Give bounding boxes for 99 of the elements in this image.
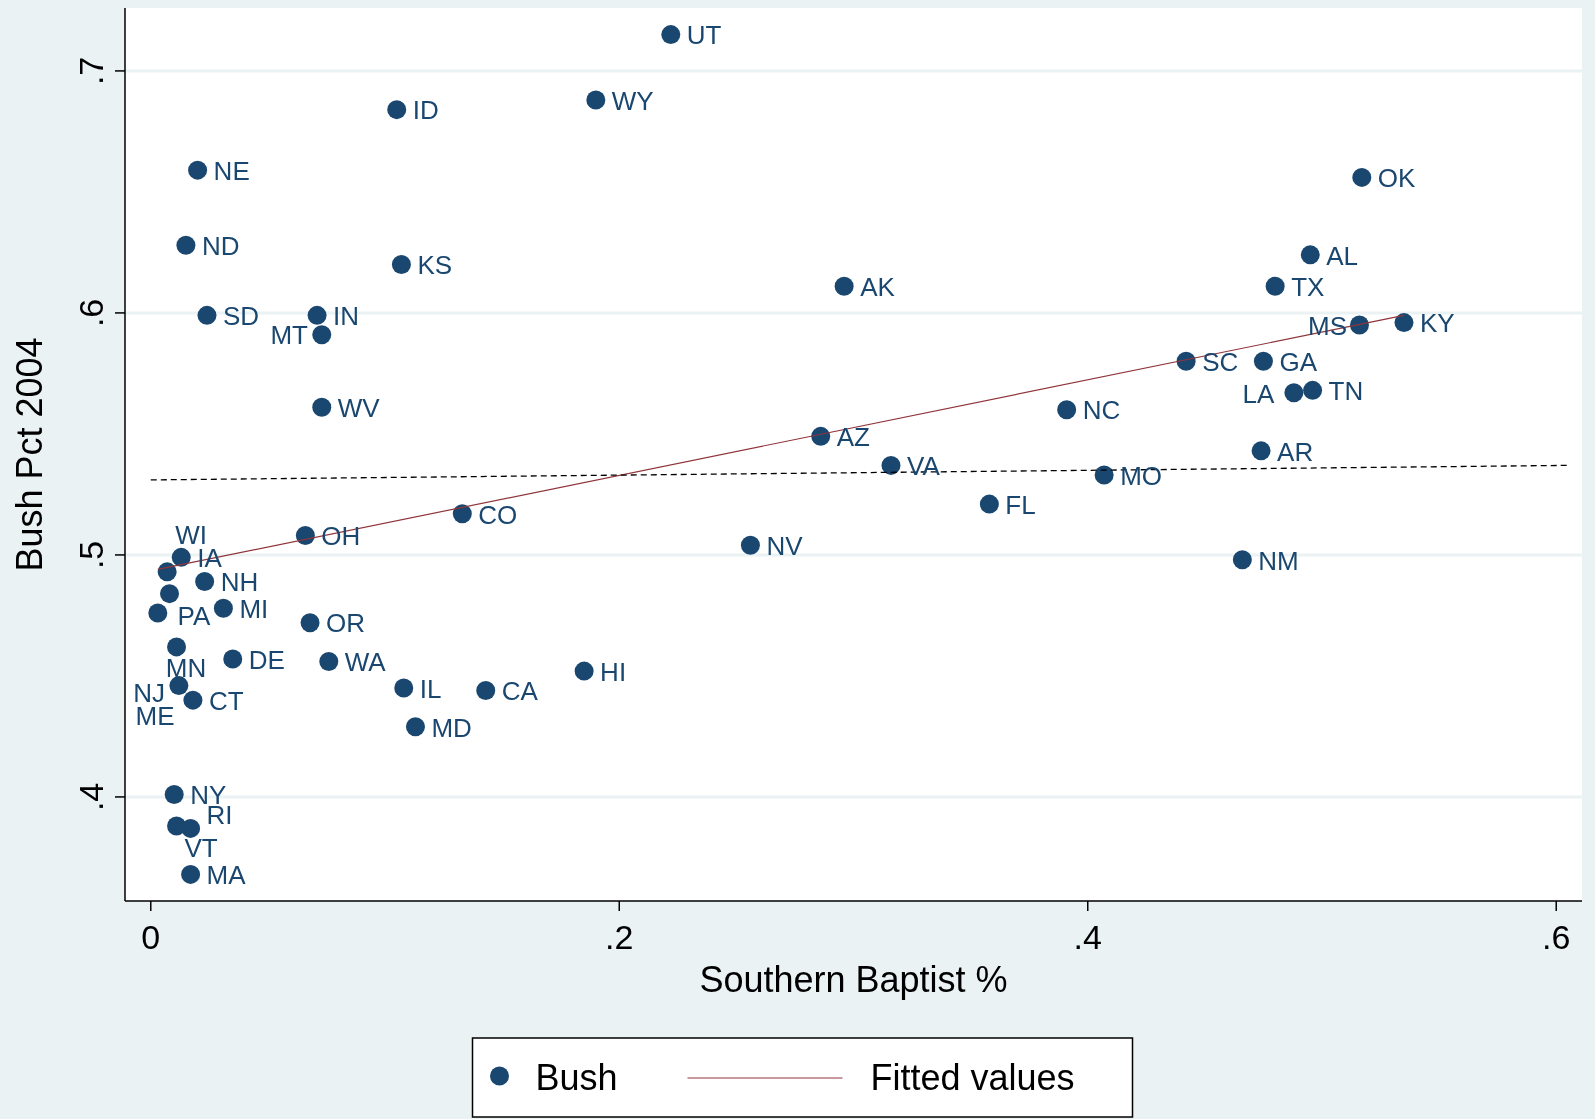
annotation: GA xyxy=(1279,347,1318,378)
x-tick-label: .2 xyxy=(605,918,634,956)
point xyxy=(1352,167,1372,187)
y-tick-label: .5 xyxy=(72,540,110,570)
point xyxy=(164,785,184,805)
y-tick-label: .7 xyxy=(72,56,110,86)
annotation: KY xyxy=(1419,308,1455,339)
annotation: WV xyxy=(337,393,381,424)
point xyxy=(312,397,332,417)
point xyxy=(176,235,196,255)
point xyxy=(188,160,208,180)
point xyxy=(148,603,168,623)
point xyxy=(157,562,177,582)
point xyxy=(394,678,414,698)
point xyxy=(1265,276,1285,296)
point xyxy=(387,100,407,120)
annotation: SC xyxy=(1202,347,1239,378)
point xyxy=(1284,383,1304,403)
annotation: UT xyxy=(686,20,722,51)
annotation: CO xyxy=(478,499,518,530)
legend-label: Bush xyxy=(535,1057,618,1098)
point xyxy=(319,651,339,671)
point xyxy=(1303,380,1323,400)
annotation: MD xyxy=(431,712,472,743)
x-axis-title: Southern Baptist % xyxy=(699,959,1008,1000)
annotation: TN xyxy=(1328,376,1364,407)
point xyxy=(391,255,411,275)
annotation: LA xyxy=(1242,378,1275,409)
annotation: AL xyxy=(1326,240,1359,271)
annotation: NM xyxy=(1258,545,1299,576)
legend-label: Fitted values xyxy=(870,1057,1075,1098)
point xyxy=(307,305,327,325)
annotation: ME xyxy=(135,701,175,732)
annotation: ND xyxy=(201,230,240,261)
annotation: WI xyxy=(175,519,207,550)
point xyxy=(223,649,243,669)
point xyxy=(1094,465,1114,485)
point xyxy=(295,526,315,546)
point xyxy=(183,690,203,710)
annotation: VA xyxy=(906,451,941,482)
point xyxy=(405,717,425,737)
point xyxy=(300,613,320,633)
point xyxy=(881,455,901,475)
x-tick-label: 0 xyxy=(141,918,161,956)
point xyxy=(197,305,217,325)
point xyxy=(586,90,606,110)
annotation: DE xyxy=(248,644,285,675)
point xyxy=(312,325,332,345)
annotation: IN xyxy=(333,301,360,332)
annotation: MN xyxy=(165,652,207,683)
annotation: HI xyxy=(600,656,627,687)
annotation: PA xyxy=(177,601,211,632)
annotation: NE xyxy=(213,155,250,186)
point xyxy=(740,535,760,555)
point xyxy=(1057,400,1077,420)
annotation: OK xyxy=(1377,163,1417,194)
annotation: KS xyxy=(417,250,453,281)
point xyxy=(834,276,854,296)
point xyxy=(195,572,215,592)
y-tick-label: .6 xyxy=(72,298,110,328)
point xyxy=(661,25,681,45)
point xyxy=(979,494,999,514)
annotation: WA xyxy=(344,647,387,678)
point xyxy=(1232,550,1252,570)
annotation: AR xyxy=(1277,436,1314,467)
point xyxy=(1349,315,1369,335)
point xyxy=(574,661,594,681)
annotation: CA xyxy=(501,676,539,707)
annotation: MT xyxy=(270,320,309,351)
annotation: WY xyxy=(611,85,654,116)
point xyxy=(1394,313,1414,333)
y-tick-label: .4 xyxy=(72,782,110,812)
point xyxy=(476,680,496,700)
annotation: TX xyxy=(1291,272,1325,303)
point xyxy=(181,864,201,884)
annotation: CT xyxy=(208,685,244,716)
point xyxy=(213,598,233,618)
x-tick-label: .6 xyxy=(1542,918,1571,956)
point xyxy=(1251,441,1271,461)
point xyxy=(1300,245,1320,265)
annotation: ID xyxy=(412,95,439,126)
annotation: SD xyxy=(222,301,260,332)
point xyxy=(171,547,191,567)
point xyxy=(167,637,187,657)
y-axis-title: Bush Pct 2004 xyxy=(9,337,50,572)
annotation: IL xyxy=(419,673,442,704)
point xyxy=(160,584,180,604)
annotation: AZ xyxy=(836,422,871,453)
point xyxy=(1253,351,1273,371)
annotation: OR xyxy=(326,608,366,639)
point xyxy=(169,676,189,696)
annotation: AK xyxy=(860,272,896,303)
annotation: NC xyxy=(1082,395,1121,426)
annotation: MO xyxy=(1120,460,1163,491)
annotation: NV xyxy=(766,531,804,561)
point xyxy=(452,504,472,524)
x-tick-label: .4 xyxy=(1073,918,1102,956)
annotation: FL xyxy=(1005,489,1036,520)
point xyxy=(181,818,201,838)
